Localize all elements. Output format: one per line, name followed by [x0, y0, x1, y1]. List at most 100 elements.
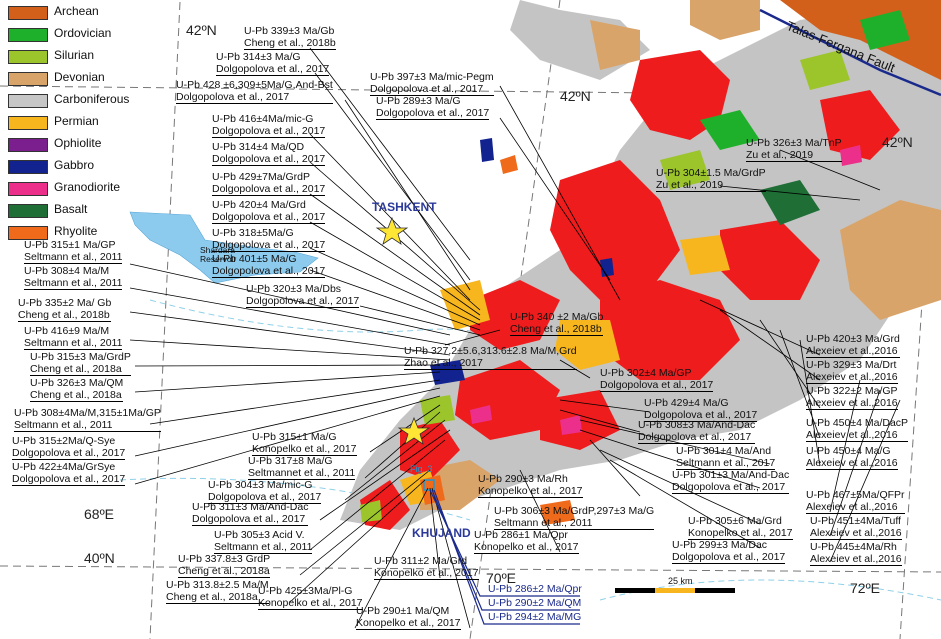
age-label: U-Pb 308±3 Ma/And-Dac Dolgopolova et al.,…	[638, 419, 756, 444]
fig3-age-label: U-Pb 286±2 Ma/Qpr	[488, 583, 582, 595]
legend-label: Rhyolite	[54, 224, 98, 238]
legend-swatch	[8, 28, 48, 42]
age-label: U-Pb 401±5 Ma/G Dolgopolova et al., 2017	[212, 253, 326, 278]
scale-bar	[615, 588, 735, 593]
legend-label: Gabbro	[54, 158, 95, 172]
coord-label: 70ºE	[486, 570, 517, 586]
age-label: U-Pb 422±4Ma/GrSye Dolgopolova et al., 20…	[12, 461, 126, 486]
legend-label: Basalt	[54, 202, 88, 216]
age-label: U-Pb 326±3 Ma/QM Cheng et al., 2018a	[30, 377, 124, 402]
legend-label: Permian	[54, 114, 99, 128]
legend-item: Ordovician	[4, 24, 132, 46]
coord-label: 42ºN	[560, 88, 591, 104]
age-label: U-Pb 308±4 Ma/M Seltmann et al., 2011	[24, 265, 123, 290]
coord-label: 68ºE	[84, 506, 115, 522]
age-label: U-Pb 416±4Ma/mic-G Dolgopolova et al., 20…	[212, 113, 326, 138]
age-label: U-Pb 451±4Ma/Tuff Alexeiev et al.,2016	[810, 515, 902, 540]
legend-swatch	[8, 116, 48, 130]
age-label: U-Pb 315±1 Ma/GP Seltmann et al., 2011	[24, 239, 123, 264]
legend-item: Basalt	[4, 200, 132, 222]
age-label: U-Pb 425±3Ma/Pl-G Konopelko et al., 2017	[258, 585, 363, 610]
shardara-reservoir	[129, 211, 319, 284]
legend-swatch	[8, 50, 48, 64]
age-label: U-Pb 428 ±6,309±5Ma/G,And-Bst Dolgopolova…	[176, 79, 333, 104]
unit-small-bodies	[420, 138, 862, 525]
fig3-age-label: U-Pb 294±2 Ma/MG	[488, 611, 582, 623]
legend-swatch	[8, 94, 48, 108]
age-label: U-Pb 290±1 Ma/QM Konopelko et al., 2017	[356, 605, 461, 630]
legend-item: Granodiorite	[4, 178, 132, 200]
unit-greens	[360, 10, 910, 522]
legend-label: Devonian	[54, 70, 105, 84]
coord-label: 42ºN	[186, 22, 217, 38]
age-label: U-Pb 420±4 Ma/Grd Dolgopolova et al., 201…	[212, 199, 326, 224]
age-label: U-Pb 397±3 Ma/mic-Pegm Dolgopolova et al.…	[370, 71, 494, 96]
age-label: U-Pb 335±2 Ma/ Gb Cheng et al., 2018b	[18, 297, 112, 322]
age-label: U-Pb 315±2Ma/Q-Sye Dolgopolova et al., 20…	[12, 435, 126, 460]
age-label: U-Pb 340 ±2 Ma/Gb Cheng et al., 2018b	[510, 311, 604, 336]
leader-lines	[129, 47, 901, 629]
legend-swatch	[8, 138, 48, 152]
age-label: U-Pb 420±3 Ma/Grd Alexeiev et al.,2016	[806, 333, 900, 358]
age-label: U-Pb 450±4 Ma/G Alexeiev et al.,2016	[806, 445, 898, 470]
place-shardara: Shardara Reservoir	[200, 245, 237, 264]
legend-item: Ophiolite	[4, 134, 132, 156]
age-label: U-Pb 445±4Ma/Rh Alexeiev et al.,2016	[810, 541, 902, 566]
place-khujand: KHUJAND	[412, 526, 471, 540]
legend-item: Rhyolite	[4, 222, 132, 244]
tashkent-star	[375, 216, 409, 245]
age-label: U-Pb 467±5Ma/QFPr Alexeiev et al.,2016	[806, 489, 905, 514]
legend-swatch	[8, 204, 48, 218]
coord-label: 72ºE	[850, 580, 881, 596]
blue-leaders	[429, 489, 580, 625]
legend-swatch	[8, 6, 48, 20]
fig3-box	[423, 479, 435, 491]
age-label: U-Pb 304±1.5 Ma/GrdP Zu et al., 2019	[656, 167, 766, 192]
age-label: U-Pb 429±7Ma/GrdP Dolgopolova et al., 201…	[212, 171, 326, 196]
khujand-star	[397, 416, 431, 445]
age-label: U-Pb 314±4 Ma/QD Dolgopolova et al., 2017	[212, 141, 326, 166]
legend-label: Ordovician	[54, 26, 112, 40]
legend-item: Archean	[4, 2, 132, 24]
age-label: U-Pb 317±8 Ma/G Seltmannet et al., 2011	[248, 455, 356, 480]
age-label: U-Pb 313.8±2.5 Ma/M Cheng et al., 2018a	[166, 579, 269, 604]
legend-item: Devonian	[4, 68, 132, 90]
age-label: U-Pb 315±3 Ma/GrdP Cheng et al., 2018a	[30, 351, 131, 376]
age-label: U-Pb 306±3 Ma/GrdP,297±3 Ma/G Seltmann et…	[494, 505, 655, 530]
legend-item: Silurian	[4, 46, 132, 68]
age-label: U-Pb 327.2±5.6,313.6±2.8 Ma/M,Grd Zhao et…	[404, 345, 577, 370]
coord-label: 40ºN	[84, 550, 115, 566]
age-label: U-Pb 416±9 Ma/M Seltmann et al., 2011	[24, 325, 123, 350]
fig3-age-label: U-Pb 290±2 Ma/QM	[488, 597, 582, 609]
age-label: U-Pb 305±3 Acid V. Seltmann et al., 2011	[214, 529, 313, 554]
age-label: U-Pb 286±1 Ma/Qpr Konopelko et al., 2017	[474, 529, 579, 554]
age-label: U-Pb 320±3 Ma/Dbs Dolgopolova et al., 201…	[246, 283, 360, 308]
talas-fergana-fault	[759, 8, 941, 97]
age-label: U-Pb 322±2 Ma/GP Alexeiev et al.,2016	[806, 385, 898, 410]
legend-swatch	[8, 226, 48, 240]
age-label: U-Pb 337.8±3 GrdP Cheng et al., 2018a	[178, 553, 271, 578]
age-label: U-Pb 318±5Ma/G Dolgopolova et al., 2017	[212, 227, 326, 252]
age-label: U-Pb 315±1 Ma/G Konopelko et al., 2017	[252, 431, 357, 456]
legend-item: Gabbro	[4, 156, 132, 178]
legend-label: Silurian	[54, 48, 95, 62]
age-label: U-Pb 301±3 Ma/And-Dac Dolgopolova et al.,…	[672, 469, 790, 494]
age-label: U-Pb 290±3 Ma/Rh Konopelko et al., 2017	[478, 473, 583, 498]
age-label: U-Pb 302±4 Ma/GP Dolgopolova et al., 2017	[600, 367, 714, 392]
age-label: U-Pb 311±3 Ma/And-Dac Dolgopolova et al.,…	[192, 501, 309, 526]
age-label: U-Pb 299±3 Ma/Dac Dolgopolova et al., 201…	[672, 539, 786, 564]
legend-label: Archean	[54, 4, 99, 18]
age-label: U-Pb 289±3 Ma/G Dolgopolova et al., 2017	[376, 95, 490, 120]
legend-label: Carboniferous	[54, 92, 130, 106]
legend-label: Granodiorite	[54, 180, 121, 194]
age-label: U-Pb 301±4 Ma/And Seltmann et al., 2017	[676, 445, 776, 470]
coord-label: 42ºN	[882, 134, 913, 150]
unit-permian	[400, 235, 730, 505]
age-label: U-Pb 308±4Ma/M,315±1Ma/GP Seltmann et al.…	[14, 407, 161, 432]
age-label: U-Pb 339±3 Ma/Gb Cheng et al., 2018b	[244, 25, 336, 50]
fig3-label: Fig. 3	[410, 464, 433, 474]
age-label: U-Pb 326±3 Ma/TnP Zu et al., 2019	[746, 137, 842, 162]
legend-swatch	[8, 182, 48, 196]
